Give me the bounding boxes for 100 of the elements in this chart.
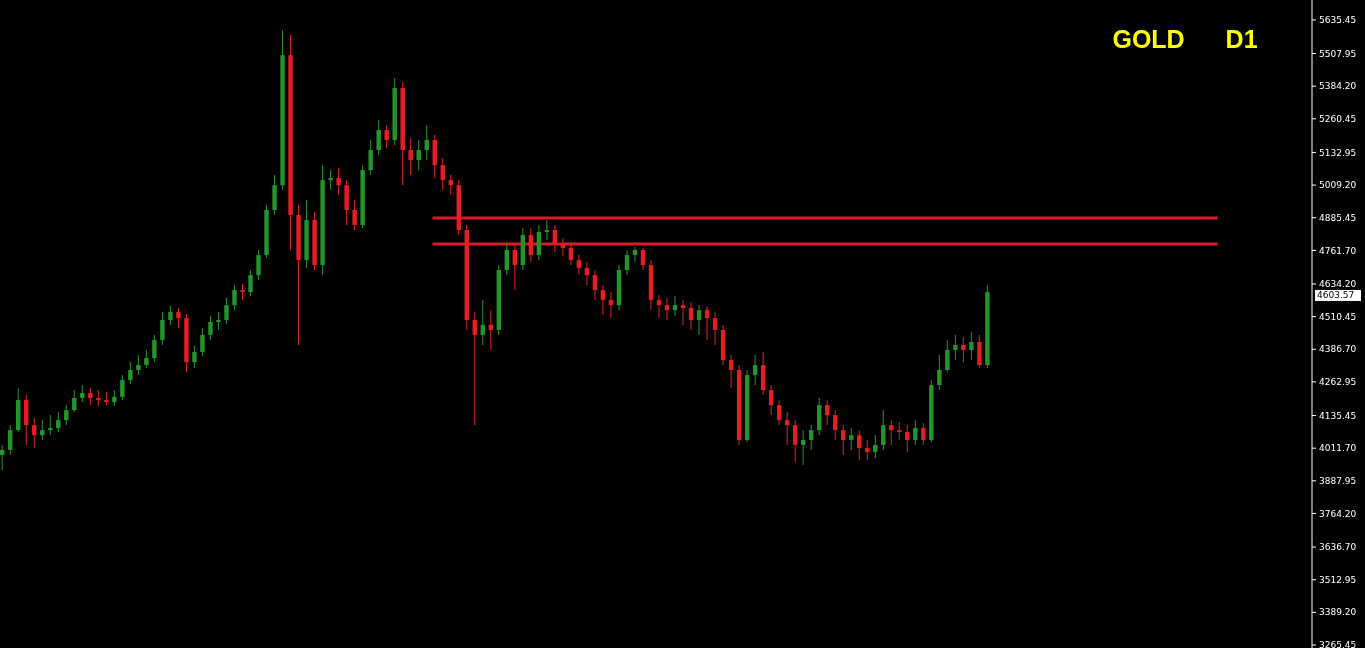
candlestick: [841, 424, 846, 456]
y-tick-label: 3887.95: [1319, 475, 1357, 486]
candlestick: [664, 297, 670, 321]
y-tick-label: 5132.95: [1319, 147, 1357, 158]
candlestick: [584, 261, 590, 286]
y-tick-label: 3636.70: [1319, 542, 1357, 553]
candlestick: [224, 297, 229, 325]
candlestick: [152, 334, 157, 363]
y-tick-label: 5384.20: [1319, 81, 1357, 92]
candlestick: [600, 284, 606, 316]
y-tick-label: 5635.45: [1319, 15, 1357, 26]
y-tick-label: 4262.95: [1319, 377, 1357, 388]
candlestick: [680, 299, 686, 326]
candlestick: [961, 336, 966, 363]
candlestick: [881, 409, 886, 451]
candlestick: [632, 246, 638, 263]
candlestick: [921, 422, 926, 446]
candlestick: [32, 417, 37, 449]
candlestick: [776, 399, 782, 426]
candlestick: [953, 334, 958, 361]
candlestick: [592, 269, 598, 301]
candlestick: [712, 311, 718, 346]
candlestick: [889, 419, 894, 446]
candlestick: [857, 429, 862, 461]
candlestick: [480, 299, 485, 346]
y-tick-label: 3512.95: [1319, 574, 1357, 585]
candlestick: [472, 311, 477, 426]
candlestick: [136, 354, 141, 376]
y-tick-label: 3389.20: [1319, 607, 1357, 618]
candlestick: [849, 427, 854, 451]
text: 4603.57: [1317, 290, 1355, 301]
candlestick: [424, 124, 429, 161]
candlestick: [352, 199, 357, 231]
y-tick-label: 4510.45: [1319, 311, 1357, 322]
candlestick: [784, 411, 790, 446]
candlestick: [504, 242, 510, 276]
candlestick: [865, 439, 870, 461]
candlestick: [0, 444, 5, 471]
candlestick: [200, 327, 205, 357]
candlestick: [488, 309, 493, 351]
candlestick: [440, 157, 445, 191]
candlestick: [640, 247, 646, 271]
candlestick: [728, 354, 734, 389]
candlestick: [800, 429, 806, 466]
candlestick: [833, 409, 838, 441]
candlestick: [448, 174, 453, 196]
candlestick: [416, 139, 421, 171]
y-tick-label: 4135.45: [1319, 410, 1357, 421]
candlestick: [568, 241, 574, 266]
candlestick: [696, 304, 702, 336]
candlestick: [873, 434, 878, 459]
y-tick-label: 5009.20: [1319, 180, 1357, 191]
y-tick-label: 5260.45: [1319, 113, 1357, 124]
y-tick-label: 4761.70: [1319, 245, 1357, 256]
candlestick: [72, 389, 77, 413]
candlestick: [368, 139, 373, 176]
candlestick: [64, 404, 69, 426]
candlestick: [624, 249, 630, 276]
candlestick: [768, 384, 774, 416]
candlestick: [512, 244, 518, 291]
candlestick: [969, 331, 974, 361]
candlestick: [336, 167, 341, 196]
candlestick: [376, 119, 381, 156]
candlestick: [905, 424, 910, 453]
candlestick: [120, 374, 125, 401]
candlestick: [160, 311, 165, 346]
y-tick-label: 3265.45: [1319, 640, 1357, 648]
candlestick: [40, 419, 45, 441]
candlestick: [752, 354, 758, 386]
candlestick: [576, 254, 582, 276]
y-tick-label: 4885.45: [1319, 212, 1357, 223]
candlestick: [825, 399, 830, 426]
y-tick-label: 4386.70: [1319, 344, 1357, 355]
candlestick: [560, 237, 566, 257]
candlestick: [128, 361, 133, 385]
candlestick: [937, 354, 942, 391]
candlestick: [168, 305, 173, 326]
candlestick: [248, 269, 253, 297]
candlestick: [672, 295, 678, 317]
candlestick: [8, 424, 13, 456]
candlestick: [56, 411, 61, 433]
candlestick: [945, 339, 950, 373]
y-tick-label: 4634.20: [1319, 279, 1357, 290]
candlestick: [232, 284, 237, 311]
candlestick: [977, 334, 982, 369]
candlestick: [528, 227, 534, 263]
candlestick: [688, 301, 694, 331]
y-tick-label: 5507.95: [1319, 48, 1357, 59]
candlestick: [208, 315, 213, 341]
text: GOLD D1: [1112, 25, 1258, 53]
candlestick: [192, 345, 197, 369]
candlestick: [384, 124, 389, 149]
candlestick: [408, 137, 413, 176]
candlestick: [808, 424, 814, 451]
candlestick: [704, 305, 710, 341]
candlestick: [656, 294, 662, 319]
candlestick: [328, 169, 333, 191]
candlestick: [608, 291, 614, 319]
candlestick: [552, 224, 558, 253]
candlestick: [176, 307, 181, 329]
